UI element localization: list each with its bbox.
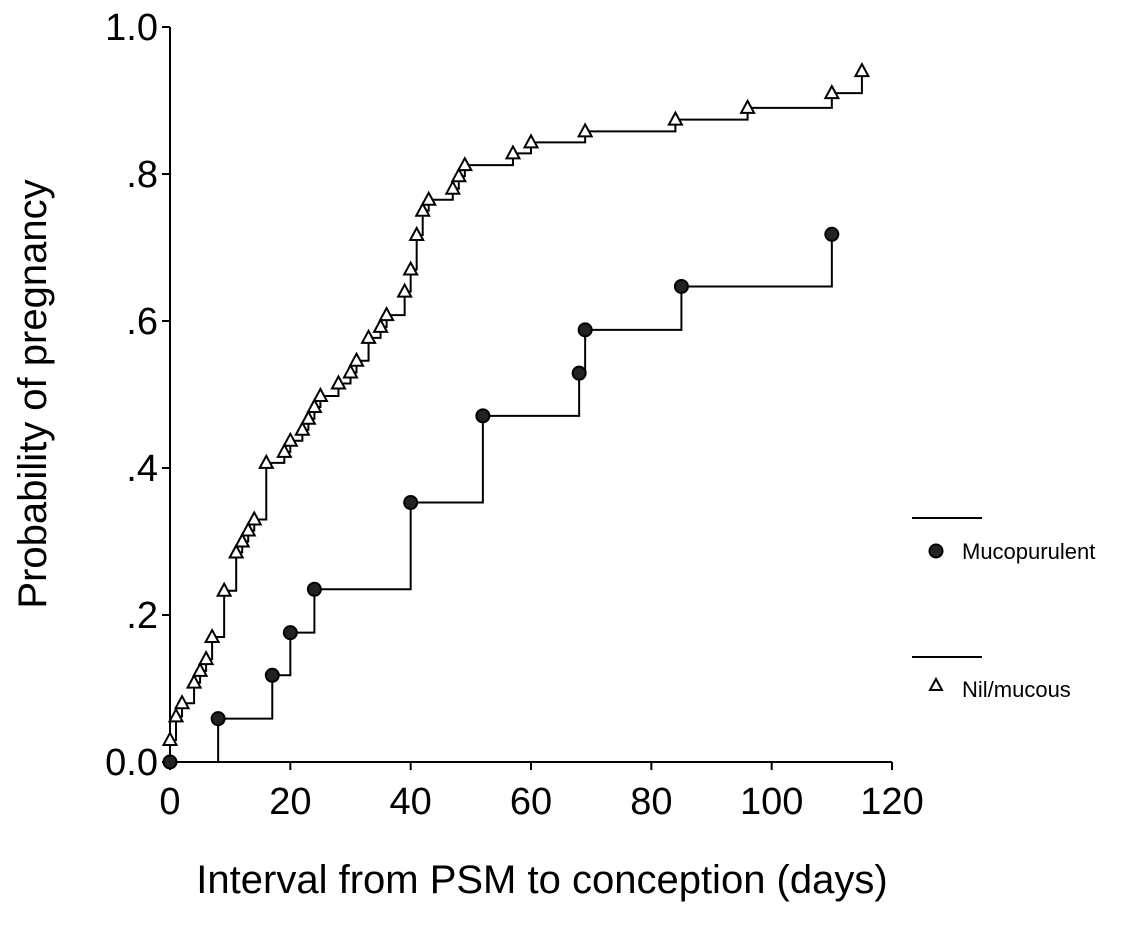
- y-tick-label: .6: [126, 301, 158, 343]
- data-point-mucopurulent: [403, 495, 419, 511]
- data-point-nil-mucous: [276, 442, 293, 458]
- data-point-mucopurulent: [824, 226, 840, 242]
- series-mucopurulent: [162, 226, 840, 770]
- data-point-nil-mucous: [667, 110, 684, 126]
- data-point-nil-mucous: [576, 122, 594, 138]
- data-point-nil-mucous: [739, 98, 756, 114]
- data-point-nil-mucous: [228, 543, 245, 559]
- data-point-nil-mucous: [504, 144, 522, 160]
- x-tick-label: 40: [390, 781, 432, 823]
- series-line-nil-mucous: [170, 71, 863, 741]
- x-ticks: 0 20 40 60 80 100 120: [159, 762, 924, 823]
- data-point-nil-mucous: [240, 521, 257, 537]
- data-point-mucopurulent: [577, 322, 593, 338]
- x-tick-label: 80: [630, 781, 672, 823]
- legend-marker-nil-mucous: [928, 676, 944, 691]
- data-point-nil-mucous: [450, 167, 467, 183]
- data-point-nil-mucous: [348, 351, 365, 367]
- data-point-mucopurulent: [210, 711, 226, 727]
- data-point-mucopurulent: [282, 625, 298, 641]
- data-point-mucopurulent: [162, 754, 178, 770]
- data-point-nil-mucous: [823, 84, 841, 100]
- data-point-nil-mucous: [185, 673, 203, 689]
- y-axis-title: Probability of pregnancy: [11, 179, 55, 608]
- data-point-nil-mucous: [408, 225, 425, 242]
- data-point-mucopurulent: [264, 667, 280, 683]
- data-point-nil-mucous: [300, 409, 317, 425]
- x-tick-label: 20: [269, 781, 311, 823]
- legend-item-nil-mucous: Nil/mucous: [912, 656, 1071, 702]
- data-point-mucopurulent: [475, 408, 491, 424]
- legend-item-mucopurulent: Mucopurulent: [912, 517, 1095, 564]
- data-point-nil-mucous: [444, 179, 461, 195]
- legend-marker-mucopurulent: [928, 543, 944, 559]
- data-point-nil-mucous: [414, 201, 431, 217]
- data-point-nil-mucous: [191, 661, 209, 677]
- x-tick-label: 0: [159, 781, 180, 823]
- data-point-nil-mucous: [294, 420, 311, 436]
- data-point-nil-mucous: [161, 730, 179, 746]
- data-point-nil-mucous: [372, 317, 389, 333]
- legend: Mucopurulent Nil/mucous: [912, 517, 1095, 702]
- data-point-nil-mucous: [203, 627, 221, 644]
- x-axis-title: Interval from PSM to conception (days): [196, 858, 887, 902]
- data-point-nil-mucous: [360, 328, 377, 344]
- y-ticks: 0.0 .2 .4 .6 .8 1.0: [105, 7, 170, 784]
- data-point-nil-mucous: [215, 581, 233, 597]
- y-tick-label: 0.0: [105, 742, 158, 784]
- data-point-nil-mucous: [378, 306, 395, 322]
- x-tick-label: 60: [510, 781, 552, 823]
- legend-label-mucopurulent: Mucopurulent: [962, 539, 1095, 564]
- series-layer: [161, 62, 871, 770]
- x-tick-label: 100: [740, 781, 803, 823]
- data-point-nil-mucous: [197, 650, 215, 666]
- series-line-mucopurulent: [170, 234, 833, 763]
- data-point-mucopurulent: [571, 365, 587, 381]
- data-point-nil-mucous: [234, 532, 251, 548]
- data-point-nil-mucous: [167, 707, 185, 723]
- data-point-nil-mucous: [258, 453, 275, 469]
- y-tick-label: 1.0: [105, 7, 158, 49]
- data-point-nil-mucous: [246, 510, 263, 526]
- data-point-nil-mucous: [330, 374, 347, 390]
- data-point-nil-mucous: [402, 260, 419, 276]
- data-point-nil-mucous: [282, 431, 299, 447]
- data-point-nil-mucous: [173, 694, 191, 710]
- data-point-nil-mucous: [342, 363, 359, 379]
- data-point-nil-mucous: [306, 397, 323, 413]
- data-point-nil-mucous: [853, 62, 871, 78]
- data-point-nil-mucous: [396, 282, 413, 298]
- data-point-nil-mucous: [312, 386, 329, 402]
- data-point-mucopurulent: [306, 581, 322, 597]
- data-point-nil-mucous: [522, 133, 540, 149]
- data-point-nil-mucous: [420, 190, 437, 206]
- y-tick-label: .2: [126, 595, 158, 637]
- y-tick-label: .4: [126, 448, 158, 490]
- x-tick-label: 120: [860, 781, 923, 823]
- data-point-nil-mucous: [456, 156, 473, 172]
- data-point-mucopurulent: [673, 278, 689, 294]
- legend-label-nil-mucous: Nil/mucous: [962, 677, 1071, 702]
- y-tick-label: .8: [126, 154, 158, 196]
- series-nil-mucous: [161, 62, 871, 746]
